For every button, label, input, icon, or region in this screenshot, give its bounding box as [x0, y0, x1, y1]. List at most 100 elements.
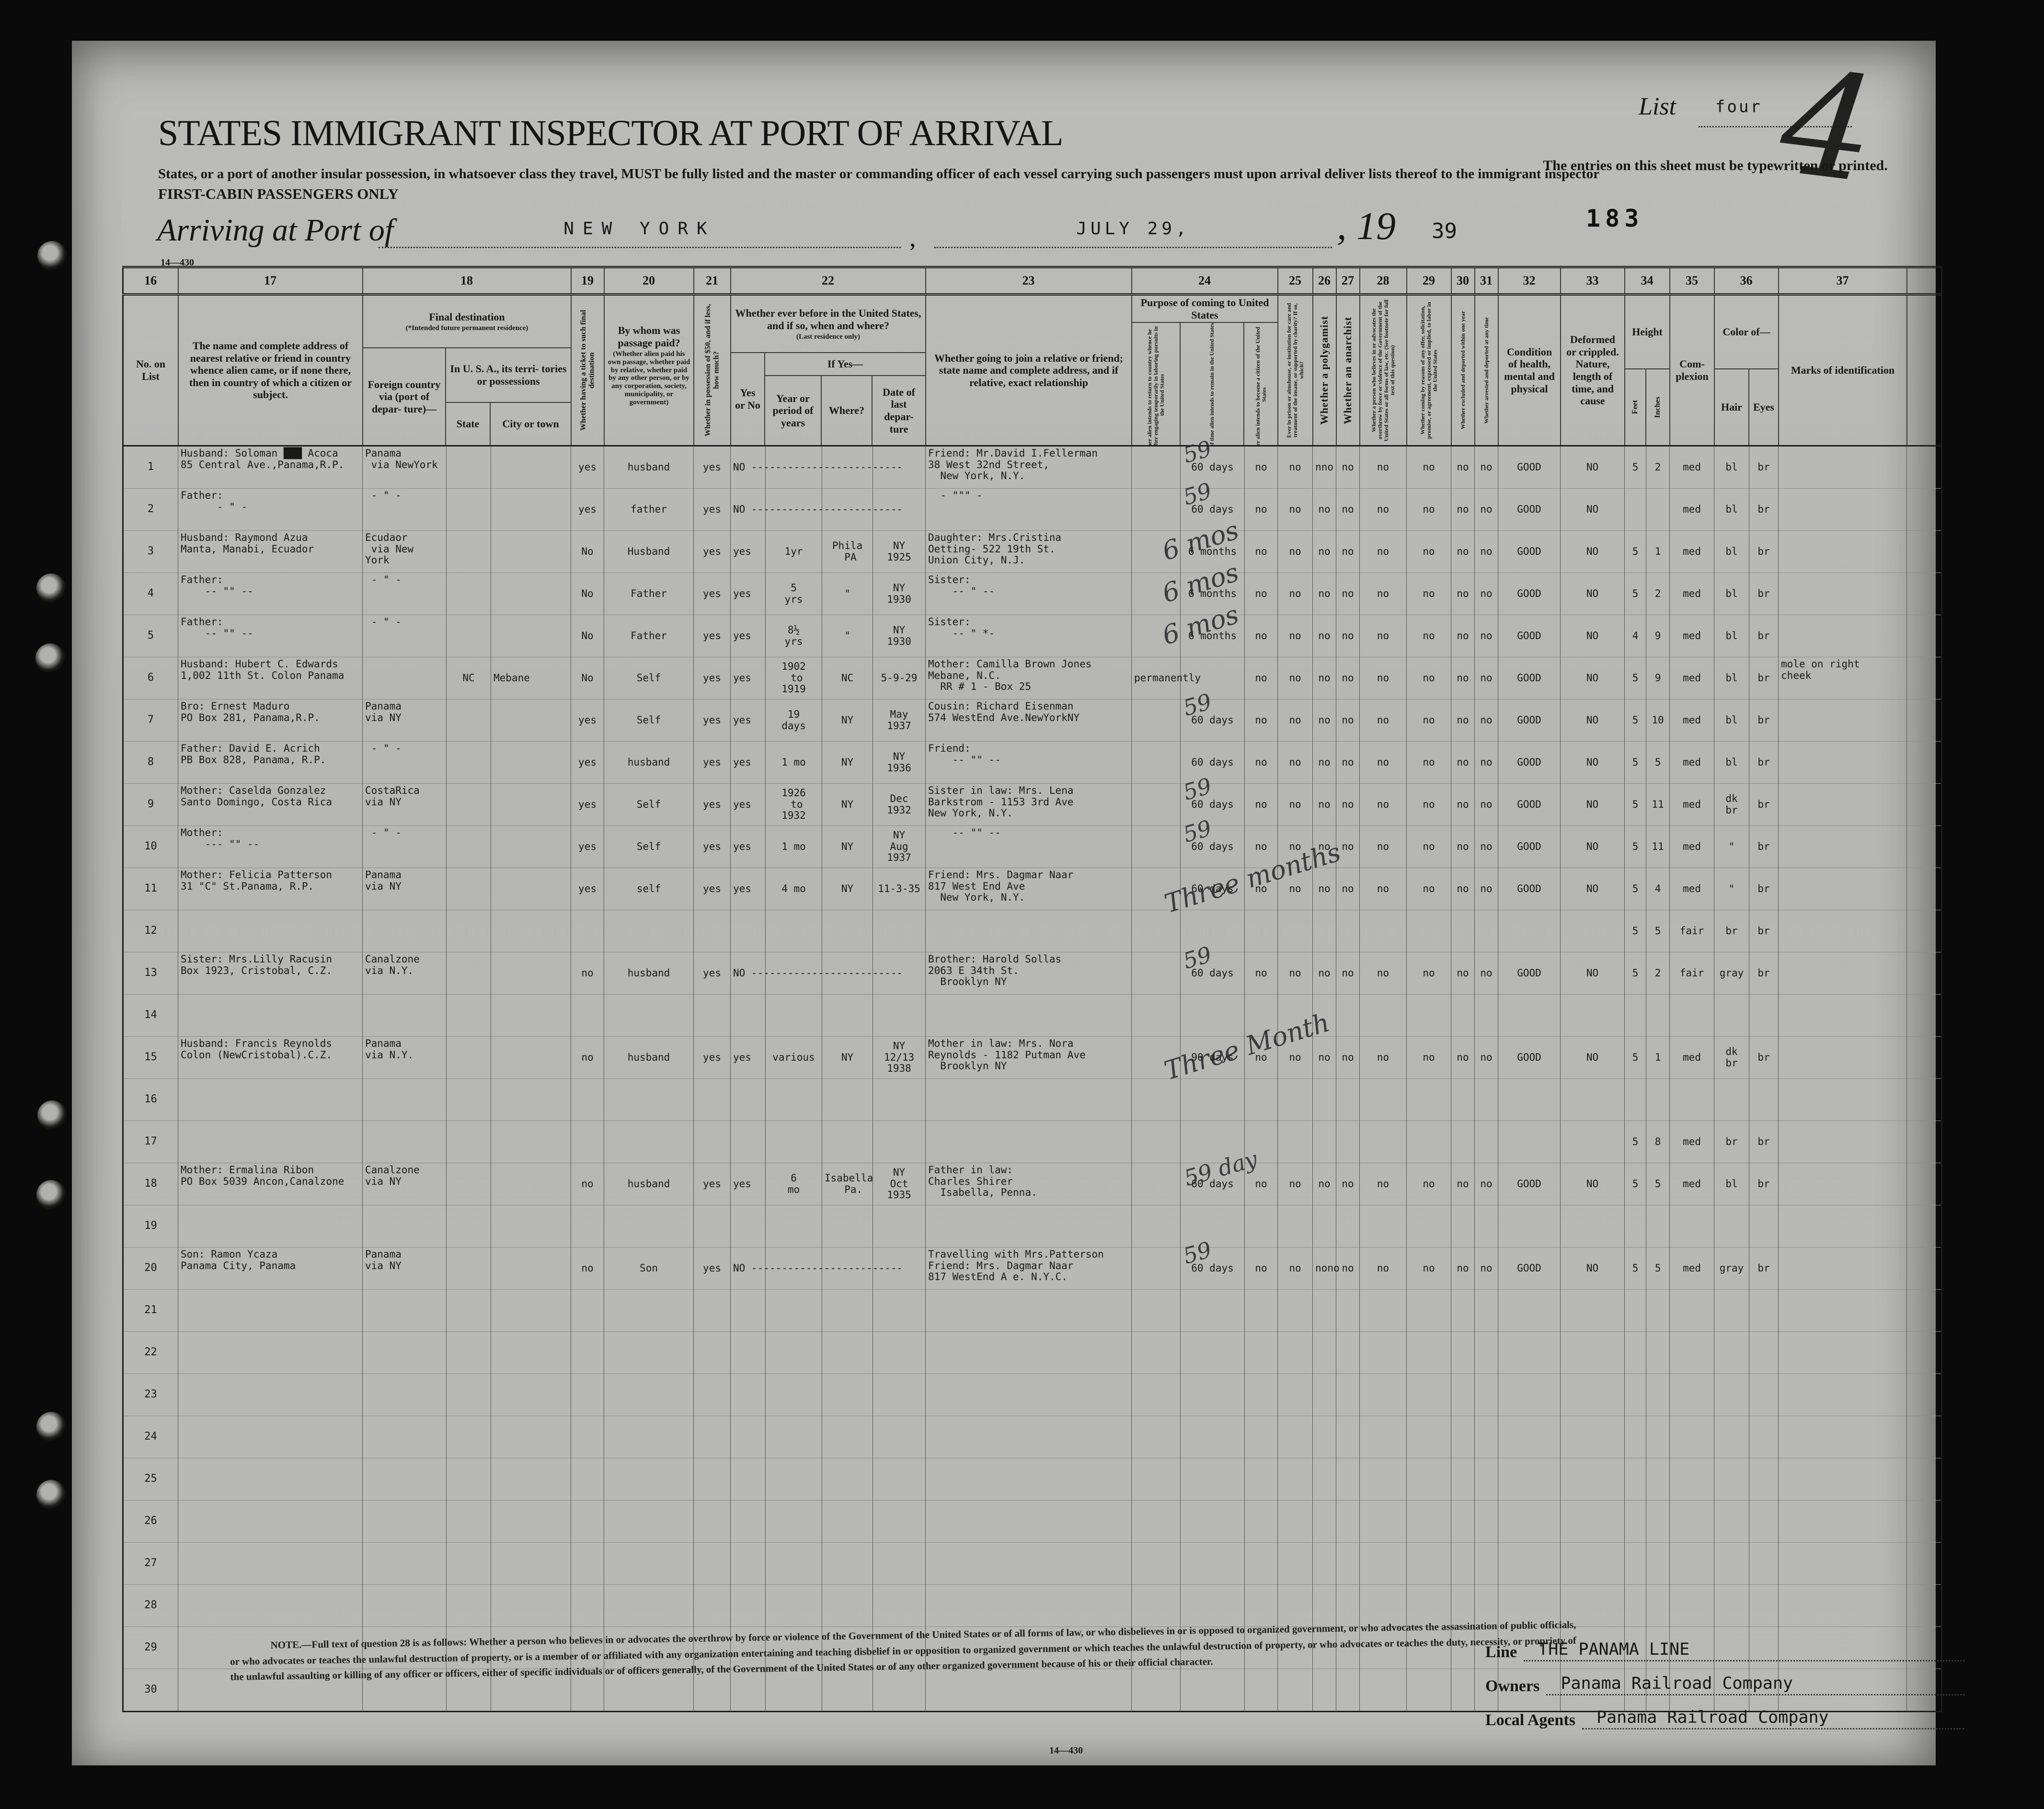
cell-inches: 11 [1646, 783, 1670, 826]
cell-end [1906, 825, 1942, 868]
cell-paid-by: husband [604, 741, 694, 784]
cell-relative [178, 1500, 363, 1543]
cell-state [446, 741, 491, 784]
header-end-column [1907, 296, 1942, 445]
cell-marks [1778, 1247, 1907, 1290]
cell-paid-by [604, 1078, 694, 1121]
cell-health: GOOD [1498, 488, 1561, 531]
cell-year-period: 8½ yrs [765, 615, 822, 657]
cell-q27 [1336, 994, 1360, 1037]
cell-complexion: med [1669, 446, 1714, 489]
row-number: 5 [123, 615, 178, 657]
cell-feet [1624, 1289, 1646, 1332]
cell-deformed: NO [1560, 1247, 1625, 1290]
cell-q29: no [1406, 615, 1451, 657]
cell-health [1498, 1078, 1561, 1121]
cell-date-last-departure: 11-3-35 [873, 868, 926, 910]
cell-where [822, 1416, 873, 1458]
cell-relative [178, 1542, 363, 1585]
cell-state [446, 572, 491, 615]
cell-purpose-length [1180, 1205, 1245, 1248]
cell-foreign-country: Ecudaor via New York [362, 530, 447, 573]
cell-purpose-length [1180, 910, 1245, 952]
cell-city [490, 1416, 571, 1458]
header-where: Where? [822, 376, 873, 445]
cell-hair: gray [1714, 952, 1749, 995]
owners-value: Panama Railroad Company [1546, 1674, 1964, 1695]
cell-q31 [1474, 1458, 1498, 1500]
cell-complexion [1669, 1500, 1714, 1543]
cell-q27: no [1336, 530, 1360, 573]
cell-health: GOOD [1498, 530, 1561, 573]
cell-q29: no [1406, 741, 1451, 784]
cell-q30: no [1451, 572, 1475, 615]
cell-ever-before [730, 1205, 766, 1248]
cell-marks [1778, 446, 1907, 489]
cell-joining: -- "" -- [925, 825, 1132, 868]
cell-purpose-return [1131, 446, 1181, 489]
cell-q26: no [1312, 615, 1336, 657]
cell-paid-by: Father [604, 572, 694, 615]
cell-complexion [1669, 1331, 1714, 1374]
cell-end [1906, 1584, 1942, 1627]
header-deformed: Deformed or crippled. Nature, length of … [1561, 296, 1625, 445]
cell-feet: 5 [1624, 530, 1646, 573]
cell-where [822, 1626, 873, 1669]
cell-foreign-country [362, 910, 447, 952]
cell-joining [925, 1669, 1132, 1712]
cell-inches: 8 [1646, 1121, 1670, 1163]
cell-hair: br [1714, 1121, 1749, 1163]
cell-q25: no [1277, 1247, 1313, 1290]
cell-q28 [1359, 1289, 1407, 1332]
cell-end [1906, 1500, 1942, 1543]
cell-state [446, 1163, 491, 1205]
cell-fifty-dollars: yes [693, 741, 731, 784]
cell-hair: " [1714, 868, 1749, 910]
cell-fifty-dollars [693, 994, 731, 1037]
cell-q27: no [1336, 446, 1360, 489]
cell-eyes: br [1749, 657, 1779, 699]
cell-city [490, 572, 571, 615]
header-q28: Whether a person who believes in or advo… [1360, 296, 1407, 445]
cell-health: GOOD [1498, 615, 1561, 657]
cell-purpose-citizen: no [1244, 488, 1278, 531]
cell-q29 [1406, 1500, 1451, 1543]
cell-q28: no [1359, 446, 1407, 489]
cell-state [446, 1374, 491, 1416]
cell-q30 [1451, 1205, 1475, 1248]
cell-eyes [1749, 1416, 1779, 1458]
cell-q28 [1359, 910, 1407, 952]
arriving-label: Arriving at Port of [157, 213, 394, 248]
cell-ever-before: yes [730, 699, 766, 742]
cell-ever-before [730, 1289, 766, 1332]
cell-purpose-citizen [1244, 1669, 1278, 1712]
cell-deformed [1560, 1205, 1625, 1248]
cell-hair [1714, 1626, 1749, 1669]
cell-joining [925, 1121, 1132, 1163]
cell-city [490, 699, 571, 742]
cell-relative [178, 1626, 363, 1669]
cell-q31: no [1474, 1163, 1498, 1205]
cell-year-period: 1926 to 1932 [765, 783, 822, 826]
form-number-top: 14—430 [161, 257, 194, 268]
cell-q27: no [1336, 868, 1360, 910]
cell-feet [1624, 1542, 1646, 1585]
cell-q30: no [1451, 488, 1475, 531]
cell-relative [178, 1416, 363, 1458]
cell-q31 [1474, 910, 1498, 952]
cell-paid-by [604, 1458, 694, 1500]
hole-punch [37, 1100, 67, 1130]
col-num-23: 23 [925, 267, 1132, 296]
cell-paid-by: Husband [604, 530, 694, 573]
cell-purpose-return [1131, 868, 1181, 910]
cell-q26 [1312, 1078, 1336, 1121]
cell-hair [1714, 1374, 1749, 1416]
cell-eyes: br [1749, 615, 1779, 657]
cell-marks [1778, 1121, 1907, 1163]
cell-joining [925, 1500, 1132, 1543]
cell-joining: - """ - [925, 488, 1132, 531]
cell-complexion [1669, 1542, 1714, 1585]
table-row: 9 Mother: Caselda Gonzalez Santo Domingo… [123, 773, 1942, 826]
cell-joining: Sister: -- " *- [925, 615, 1132, 657]
col-num-24: 24 [1131, 267, 1278, 296]
